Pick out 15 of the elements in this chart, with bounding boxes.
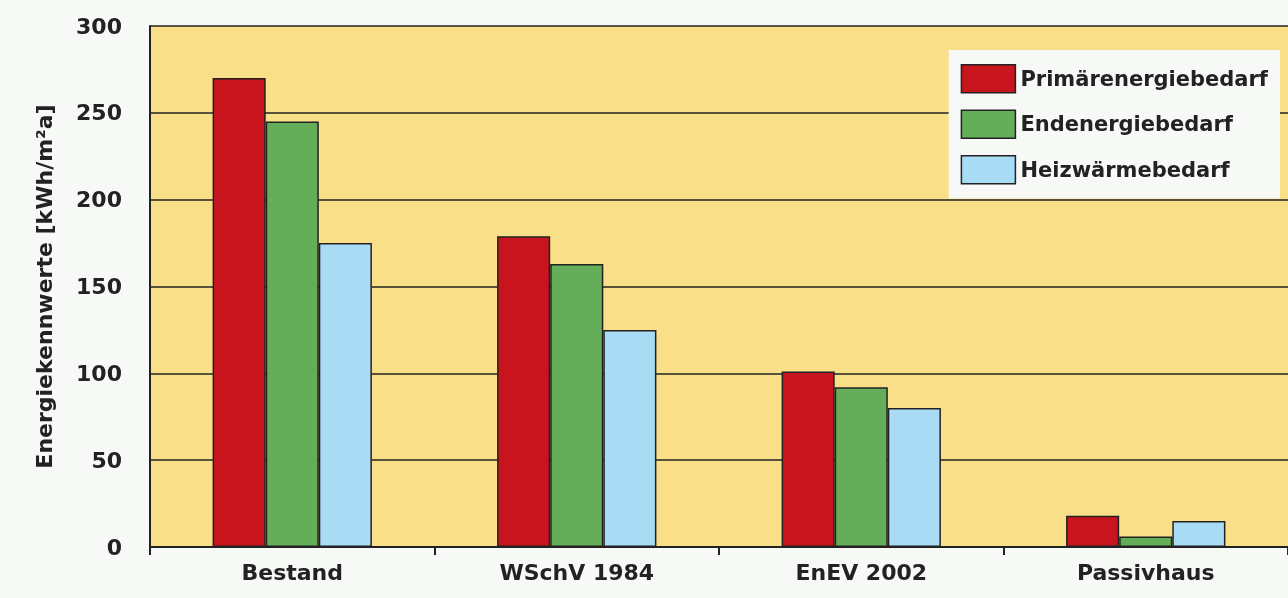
x-tick-label: WSchV 1984 xyxy=(499,559,655,585)
y-axis-title: Energiekennwerte [kWh/m²a] xyxy=(31,104,57,469)
x-tick-label: EnEV 2002 xyxy=(795,559,928,585)
y-tick-label: 0 xyxy=(106,534,122,560)
legend-label: Primärenergiebedarf xyxy=(1020,66,1269,91)
y-tick-label: 250 xyxy=(76,100,122,126)
legend-label: Endenergiebedarf xyxy=(1020,112,1234,137)
y-tick-label: 300 xyxy=(76,13,122,39)
legend-label: Heizwärmebedarf xyxy=(1020,157,1231,182)
x-tick-label: Passivhaus xyxy=(1076,559,1215,585)
y-tick-label: 200 xyxy=(76,187,122,213)
x-tick-label: Bestand xyxy=(241,559,344,585)
y-tick-label: 50 xyxy=(91,447,122,473)
y-tick-label: 150 xyxy=(76,274,122,299)
y-tick-label: 100 xyxy=(76,360,122,386)
